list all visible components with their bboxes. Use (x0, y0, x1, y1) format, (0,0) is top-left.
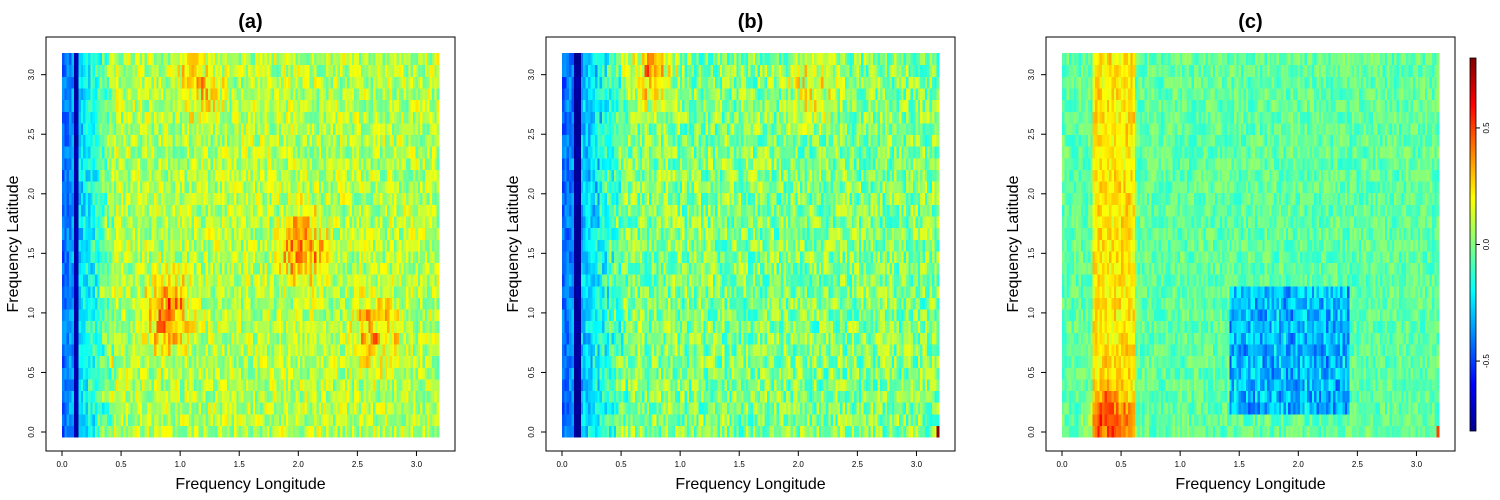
figure: (a)0.0 0.5 1.0 1.5 2.0 2.5 3.0Frequency Longit… (0, 0, 1500, 500)
heatmap (62, 53, 440, 438)
